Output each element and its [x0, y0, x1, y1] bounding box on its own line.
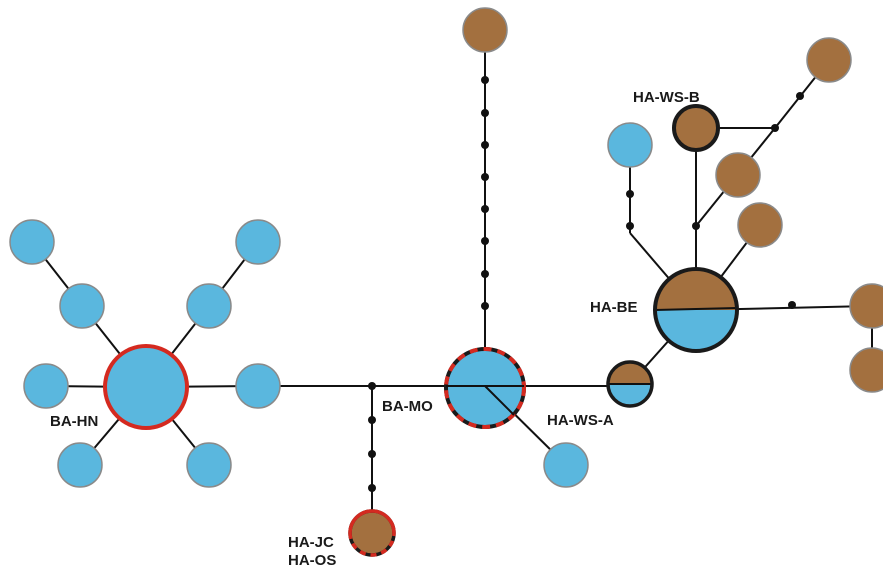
nodes: [9, 7, 883, 488]
mutation-dot: [626, 222, 634, 230]
mutation-dot: [368, 382, 376, 390]
node-brown: [715, 152, 761, 198]
node-ha-ws-a: [606, 360, 654, 408]
edge-bamo-diag-over: [484, 385, 515, 416]
label-ha-ws-b: HA-WS-B: [633, 89, 700, 106]
node-blue: [235, 219, 281, 265]
node-ha-jc-ha-os: [348, 509, 396, 557]
node-brown: [849, 283, 883, 329]
label-ha-be: HA-BE: [590, 299, 638, 316]
mutation-dot: [626, 190, 634, 198]
mutation-steps: [368, 76, 804, 492]
mutation-dot: [796, 92, 804, 100]
node-blue: [9, 219, 55, 265]
node-blue: [235, 363, 281, 409]
mutation-dot: [481, 173, 489, 181]
node-brown: [462, 7, 508, 53]
node-ba-mo: [444, 347, 526, 429]
node-blue: [57, 442, 103, 488]
node-blue: [59, 283, 105, 329]
mutation-dot: [481, 302, 489, 310]
mutation-dot: [368, 416, 376, 424]
label-ba-mo: BA-MO: [382, 398, 433, 415]
node-ba-hn: [103, 344, 189, 430]
mutation-dot: [368, 484, 376, 492]
mutation-dot: [368, 450, 376, 458]
label-ba-hn: BA-HN: [50, 413, 98, 430]
mutation-dot: [771, 124, 779, 132]
node-blue: [23, 363, 69, 409]
node-blue: [543, 442, 589, 488]
edges: [31, 30, 873, 533]
node-ha-be: [653, 267, 739, 353]
mutation-dot: [481, 141, 489, 149]
node-ha-ws-b: [672, 104, 720, 152]
node-brown: [737, 202, 783, 248]
node-brown: [806, 37, 852, 83]
mutation-dot: [481, 270, 489, 278]
mutation-dot: [481, 237, 489, 245]
label-ha-os: HA-OS: [288, 552, 336, 568]
label-ha-jc: HA-JC: [288, 534, 334, 551]
node-blue: [186, 283, 232, 329]
mutation-dot: [481, 205, 489, 213]
node-blue: [607, 122, 653, 168]
node-brown: [849, 347, 883, 393]
mutation-dot: [481, 109, 489, 117]
node-blue: [186, 442, 232, 488]
label-ha-ws-a: HA-WS-A: [547, 412, 614, 429]
mutation-dot: [692, 222, 700, 230]
mutation-dot: [788, 301, 796, 309]
mutation-dot: [481, 76, 489, 84]
